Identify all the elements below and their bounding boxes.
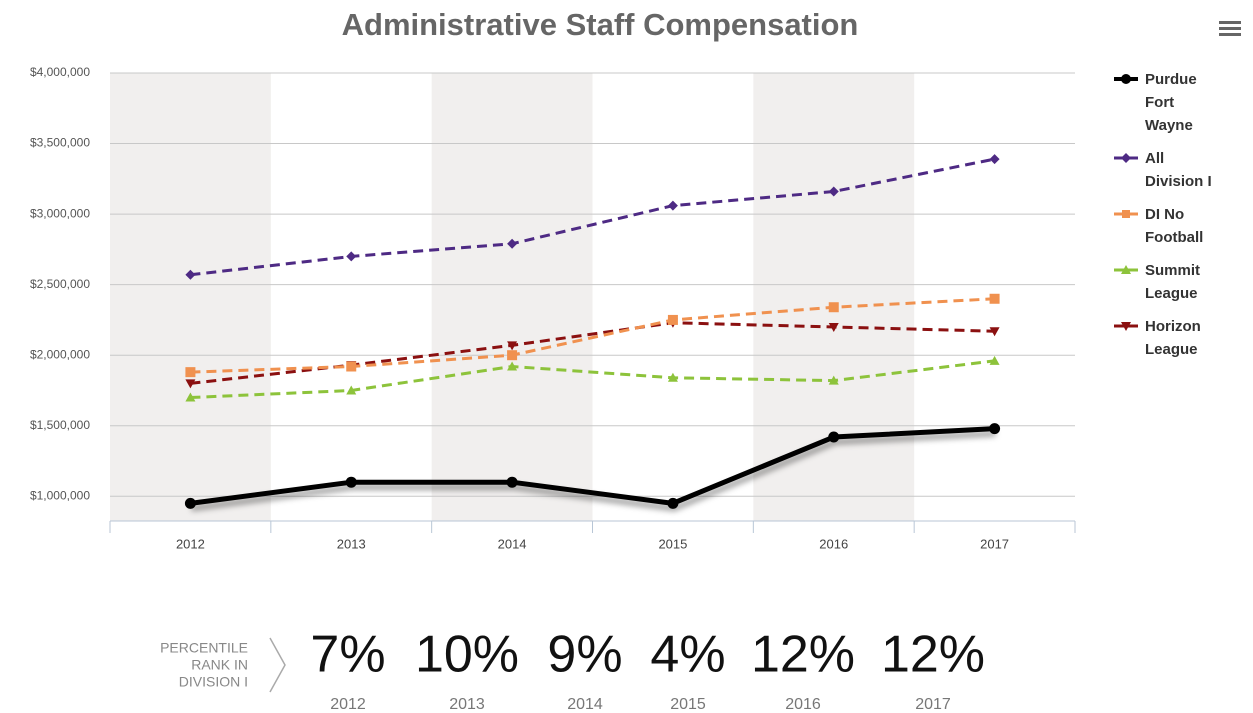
legend-item[interactable]: All Division I (1113, 147, 1217, 193)
legend-label[interactable]: DI No Football (1145, 206, 1204, 246)
y-tick-label: $2,500,000 (30, 277, 90, 291)
legend-symbol (1114, 210, 1138, 218)
percentile-label: DIVISION I (179, 674, 248, 690)
percentile-value: 12% (881, 626, 985, 684)
point (346, 251, 357, 262)
point (667, 372, 678, 382)
series-line (190, 297, 995, 374)
point (346, 361, 357, 372)
point (185, 269, 196, 280)
percentile-year: 2016 (785, 696, 821, 713)
x-tick-label: 2015 (658, 536, 687, 551)
percentile-label: RANK IN (191, 657, 248, 673)
y-tick-label: $2,000,000 (30, 347, 90, 361)
percentile-year: 2013 (449, 696, 485, 713)
percentile-label: PERCENTILE (160, 640, 248, 656)
menu-bar[interactable] (1219, 21, 1241, 24)
menu-bar[interactable] (1219, 33, 1241, 36)
y-tick-label: $3,000,000 (30, 206, 90, 220)
point (989, 355, 1000, 365)
legend-label[interactable]: Summit League (1145, 262, 1201, 302)
menu-bar[interactable] (1219, 27, 1241, 30)
point (667, 314, 678, 325)
legend-label[interactable]: Purdue Fort Wayne (1145, 71, 1197, 134)
percentile-year: 2012 (330, 696, 366, 713)
legend-item[interactable]: Summit League (1113, 259, 1217, 305)
legend-marker (1121, 74, 1131, 84)
legend-label[interactable]: Horizon League (1145, 318, 1201, 358)
y-tick-label: $1,000,000 (30, 488, 90, 502)
percentile-value: 10% (415, 626, 519, 684)
point (507, 238, 518, 249)
point (667, 200, 678, 211)
x-tick-label: 2016 (819, 536, 848, 551)
point (345, 476, 357, 488)
point (185, 379, 196, 389)
series-line (190, 359, 995, 400)
point (507, 361, 518, 371)
point (667, 497, 679, 509)
plot-band (110, 73, 271, 521)
point (989, 327, 1000, 337)
percentile-value: 7% (310, 626, 385, 684)
legend-item[interactable]: DI No Football (1113, 203, 1217, 249)
point (828, 302, 839, 313)
point (506, 476, 518, 488)
legend-marker (1122, 210, 1130, 218)
legend-marker (1121, 322, 1131, 331)
legend-item[interactable]: Purdue Fort Wayne (1113, 68, 1217, 137)
point (184, 497, 196, 509)
chart-title: Administrative Staff Compensation (342, 7, 859, 42)
point (346, 385, 357, 395)
series-line (190, 157, 995, 277)
point (507, 341, 518, 351)
percentile-value: 12% (751, 626, 855, 684)
point (989, 423, 1001, 435)
chevron (269, 637, 286, 693)
legend-marker (1121, 153, 1131, 163)
legend-symbol (1114, 153, 1138, 163)
point (828, 375, 839, 385)
percentile-year: 2014 (567, 696, 603, 713)
point (507, 350, 518, 361)
legend-symbol (1114, 322, 1138, 331)
menu-icon[interactable] (1219, 21, 1241, 36)
y-tick-label: $4,000,000 (30, 65, 90, 79)
percentile-year: 2015 (670, 696, 706, 713)
percentile-value: 9% (547, 626, 622, 684)
legend-item[interactable]: Horizon League (1113, 315, 1217, 361)
plot-band (431, 73, 593, 521)
y-tick-label: $1,500,000 (30, 418, 90, 432)
y-tick-label: $3,500,000 (30, 136, 90, 150)
line-shadow (191, 430, 996, 512)
percentile-year: 2017 (915, 696, 951, 713)
legend-marker (1121, 265, 1131, 274)
point (989, 154, 1000, 165)
point (989, 293, 1000, 304)
x-tick-label: 2014 (498, 536, 527, 551)
point (828, 322, 839, 332)
plot-band (753, 73, 915, 521)
legend-symbol (1114, 265, 1138, 274)
series-line (190, 426, 995, 506)
x-tick-label: 2012 (176, 536, 205, 551)
point (185, 392, 196, 402)
legend-label[interactable]: All Division I (1145, 150, 1212, 190)
x-tick-label: 2013 (337, 536, 366, 551)
point (828, 186, 839, 197)
percentile-value: 4% (650, 626, 725, 684)
point (185, 367, 196, 378)
point (828, 431, 840, 443)
legend-symbol (1114, 74, 1138, 84)
legend: Purdue Fort Wayne All Division I DI No Foo… (1113, 68, 1217, 371)
x-tick-label: 2017 (980, 536, 1009, 551)
